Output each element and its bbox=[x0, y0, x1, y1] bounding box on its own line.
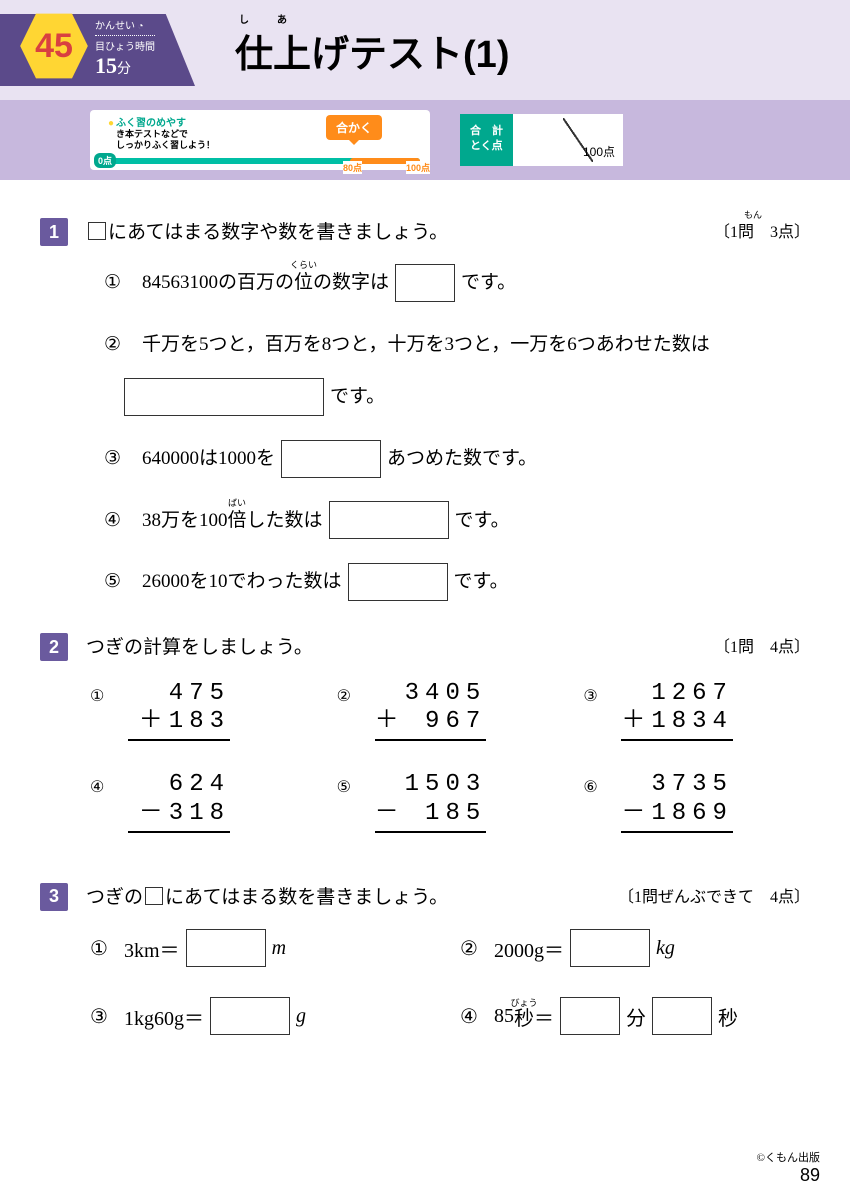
calc-problem[interactable]: 3735－1869 bbox=[621, 771, 733, 833]
section-2-points: 〔1問 4点〕 bbox=[714, 633, 810, 657]
calc-problem[interactable]: 1503－ 185 bbox=[375, 771, 487, 833]
q3-3: ③ 1kg60g＝g bbox=[90, 997, 440, 1035]
subquestion-marker: ④ bbox=[90, 777, 112, 797]
section-2-grid: ① 475＋183 ② 3405＋ 967 ③ 1267＋1834 ④ 624－… bbox=[90, 680, 810, 833]
q2-3: ③ 1267＋1834 bbox=[583, 680, 810, 742]
section-number: 3 bbox=[40, 883, 68, 911]
subquestion-marker: ② bbox=[460, 936, 482, 961]
q1-2: ② 千万を5つと，百万を8つと，十万を3つと，一万を6つあわせた数は bbox=[104, 324, 810, 366]
score-box: 合 計とく点 100点 bbox=[460, 114, 623, 166]
page-title: し あ 仕上げテスト(1) bbox=[235, 23, 509, 78]
bar-label-100: 100点 bbox=[406, 161, 430, 174]
subquestion-marker: ① bbox=[90, 936, 112, 961]
furigana: し bbox=[239, 11, 249, 26]
subquestion-marker: ③ bbox=[104, 438, 126, 480]
content-area: 1 にあてはまる数字や数を書きましょう。 もん 〔1問 3点〕 ① 845631… bbox=[0, 180, 850, 1035]
answer-box[interactable] bbox=[570, 929, 650, 967]
score-value-area[interactable]: 100点 bbox=[513, 114, 623, 166]
q1-2-cont: です。 bbox=[104, 376, 810, 418]
calc-problem[interactable]: 475＋183 bbox=[128, 680, 230, 742]
subquestion-marker: ③ bbox=[583, 686, 605, 706]
q3-1: ① 3km＝m bbox=[90, 929, 440, 967]
section-number: 1 bbox=[40, 218, 68, 246]
section-2-header: 2 つぎの計算をしましょう。 〔1問 4点〕 bbox=[40, 633, 810, 663]
score-label: 合 計とく点 bbox=[460, 114, 513, 166]
review-guide-box: ふく習のめやす き本テストなどで しっかりふく習しよう！ 合かく 0点 80点 … bbox=[90, 110, 430, 170]
q2-6: ⑥ 3735－1869 bbox=[583, 771, 810, 833]
blank-square-icon bbox=[145, 887, 163, 905]
section-3-instruction: つぎのにあてはまる数を書きましょう。 bbox=[86, 883, 618, 913]
kansei-label: かんせい ◔ bbox=[95, 21, 155, 33]
copyright: ©くもん出版 bbox=[757, 1149, 820, 1165]
q1-3: ③ 640000は1000を あつめた数です。 bbox=[104, 438, 810, 480]
answer-box[interactable] bbox=[329, 501, 449, 539]
lesson-number: 45 bbox=[35, 27, 73, 66]
section-3-points: 〔1問ぜんぶできて 4点〕 bbox=[618, 883, 810, 907]
subquestion-marker: ⑥ bbox=[583, 777, 605, 797]
subquestion-marker: ④ bbox=[460, 1004, 482, 1029]
q2-4: ④ 624－318 bbox=[90, 771, 317, 833]
sub-header-band: ふく習のめやす き本テストなどで しっかりふく習しよう！ 合かく 0点 80点 … bbox=[0, 100, 850, 180]
section-2-instruction: つぎの計算をしましょう。 bbox=[86, 633, 714, 663]
answer-box[interactable] bbox=[395, 264, 455, 302]
time-unit: 分 bbox=[117, 62, 131, 77]
calc-problem[interactable]: 3405＋ 967 bbox=[375, 680, 487, 742]
calc-problem[interactable]: 624－318 bbox=[128, 771, 230, 833]
q3-4: ④ 85びょう秒＝ 分 秒 bbox=[460, 997, 810, 1035]
review-sub2: しっかりふく習しよう！ bbox=[90, 140, 430, 151]
subquestion-marker: ⑤ bbox=[337, 777, 359, 797]
time-value: 15 bbox=[95, 53, 117, 78]
time-target-label: 目ひょう時間 bbox=[95, 35, 155, 53]
section-1-questions: ① 84563100の百万のくらい位の数字は です。 ② 千万を5つと，百万を8… bbox=[104, 262, 810, 603]
header-band: 45 かんせい ◔ 目ひょう時間 15分 し あ 仕上げテスト(1) bbox=[0, 0, 850, 100]
answer-box[interactable] bbox=[186, 929, 266, 967]
answer-box[interactable] bbox=[281, 440, 381, 478]
q2-2: ② 3405＋ 967 bbox=[337, 680, 564, 742]
calc-problem[interactable]: 1267＋1834 bbox=[621, 680, 733, 742]
answer-box[interactable] bbox=[210, 997, 290, 1035]
subquestion-marker: ③ bbox=[90, 1004, 112, 1029]
pass-bubble: 合かく bbox=[326, 115, 382, 140]
answer-box[interactable] bbox=[652, 997, 712, 1035]
answer-box[interactable] bbox=[560, 997, 620, 1035]
q1-4: ④ 38万を100ばい倍した数は です。 bbox=[104, 500, 810, 542]
subquestion-marker: ① bbox=[104, 262, 126, 304]
page-number: 89 bbox=[757, 1165, 820, 1186]
score-max: 100点 bbox=[583, 143, 615, 160]
section-1-instruction: にあてはまる数字や数を書きましょう。 bbox=[86, 218, 714, 248]
section-1-header: 1 にあてはまる数字や数を書きましょう。 もん 〔1問 3点〕 bbox=[40, 218, 810, 248]
subquestion-marker: ② bbox=[337, 686, 359, 706]
subquestion-marker: ② bbox=[104, 324, 126, 366]
q1-1: ① 84563100の百万のくらい位の数字は です。 bbox=[104, 262, 810, 304]
furigana: あ bbox=[277, 11, 287, 26]
answer-box[interactable] bbox=[124, 378, 324, 416]
q3-2: ② 2000g＝kg bbox=[460, 929, 810, 967]
subquestion-marker: ① bbox=[90, 686, 112, 706]
q2-1: ① 475＋183 bbox=[90, 680, 317, 742]
section-3-grid: ① 3km＝m ② 2000g＝kg ③ 1kg60g＝g ④ 85びょう秒＝ … bbox=[90, 929, 810, 1035]
answer-box[interactable] bbox=[348, 563, 448, 601]
footer: ©くもん出版 89 bbox=[757, 1149, 820, 1186]
q2-5: ⑤ 1503－ 185 bbox=[337, 771, 564, 833]
bar-label-0: 0点 bbox=[94, 153, 116, 168]
section-number: 2 bbox=[40, 633, 68, 661]
q1-5: ⑤ 26000を10でわった数は です。 bbox=[104, 561, 810, 603]
subquestion-marker: ④ bbox=[104, 500, 126, 542]
section-1-points: もん 〔1問 3点〕 bbox=[714, 218, 810, 242]
blank-square-icon bbox=[88, 222, 106, 240]
subquestion-marker: ⑤ bbox=[104, 561, 126, 603]
section-3-header: 3 つぎのにあてはまる数を書きましょう。 〔1問ぜんぶできて 4点〕 bbox=[40, 883, 810, 913]
bar-label-80: 80点 bbox=[343, 161, 362, 174]
